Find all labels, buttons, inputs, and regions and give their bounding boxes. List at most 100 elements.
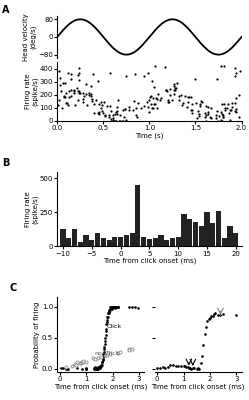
Point: [145, 99, 149, 106]
Point: [115, 110, 119, 117]
Point: [62, 92, 66, 99]
Y-axis label: Head velocity
(deg/s): Head velocity (deg/s): [23, 13, 37, 61]
Point: [170, 96, 174, 103]
Point: [187, 94, 191, 100]
Point: [165, 88, 169, 94]
Point: [102, 99, 106, 106]
X-axis label: Time (s): Time (s): [135, 132, 164, 139]
Point: [124, 117, 128, 123]
Point: [82, 93, 86, 100]
Point: [200, 98, 204, 105]
Point: [77, 90, 81, 96]
Point: [96, 78, 100, 84]
Point: [107, 114, 111, 120]
Point: [77, 70, 81, 77]
Point: [220, 110, 224, 117]
Point: [92, 100, 96, 107]
Point: [115, 104, 119, 110]
Y-axis label: Firing rate
(spike/s): Firing rate (spike/s): [25, 191, 38, 227]
Point: [131, 106, 135, 113]
Text: B: B: [2, 158, 9, 168]
Point: [77, 88, 81, 94]
Point: [164, 87, 168, 93]
Point: [220, 100, 224, 107]
Point: [223, 107, 227, 113]
Point: [123, 106, 127, 112]
Point: [152, 63, 156, 69]
Point: [57, 68, 61, 75]
Point: [234, 70, 238, 77]
Point: [121, 118, 125, 124]
Point: [63, 80, 67, 86]
Bar: [112, 237, 118, 246]
Point: [116, 96, 120, 103]
Bar: [66, 238, 71, 246]
Bar: [89, 240, 94, 246]
Point: [75, 85, 79, 91]
Point: [78, 90, 82, 97]
Point: [111, 117, 115, 123]
Point: [151, 104, 155, 111]
Point: [135, 114, 139, 120]
Point: [172, 80, 176, 87]
Point: [100, 102, 104, 108]
Text: A: A: [2, 5, 9, 15]
Bar: [107, 240, 112, 246]
Point: [226, 101, 230, 108]
Point: [149, 101, 153, 108]
Point: [81, 99, 85, 105]
Point: [195, 115, 199, 121]
Point: [65, 99, 69, 106]
Bar: [216, 211, 221, 246]
Point: [122, 114, 126, 120]
Point: [166, 98, 170, 105]
Bar: [210, 223, 215, 246]
Point: [97, 101, 101, 107]
Point: [219, 63, 223, 70]
Point: [164, 87, 168, 94]
Point: [175, 80, 179, 86]
Point: [203, 110, 207, 116]
Bar: [101, 238, 106, 246]
Point: [221, 112, 225, 118]
Point: [89, 90, 93, 97]
Point: [89, 93, 93, 99]
Point: [197, 111, 201, 117]
Point: [100, 108, 104, 114]
Bar: [204, 212, 210, 246]
Point: [228, 116, 232, 123]
Bar: [124, 236, 129, 246]
Point: [219, 109, 223, 116]
Point: [64, 100, 68, 106]
Point: [206, 111, 210, 117]
Point: [234, 95, 238, 101]
Point: [204, 102, 208, 109]
Point: [103, 112, 107, 118]
Point: [146, 108, 150, 115]
X-axis label: Time from click onset (ms): Time from click onset (ms): [54, 384, 147, 390]
Bar: [153, 238, 158, 246]
Point: [132, 98, 136, 104]
Point: [58, 82, 62, 88]
Point: [56, 102, 60, 108]
Point: [108, 70, 112, 76]
Bar: [222, 238, 227, 246]
Point: [233, 100, 237, 106]
Point: [173, 85, 177, 92]
Bar: [118, 237, 123, 246]
Point: [99, 105, 103, 111]
Point: [146, 104, 150, 111]
Bar: [227, 226, 233, 246]
Point: [76, 72, 80, 78]
Point: [180, 102, 184, 108]
Point: [151, 94, 155, 101]
Text: Click: Click: [107, 324, 122, 329]
Point: [163, 64, 167, 70]
Point: [97, 111, 101, 117]
Point: [150, 104, 154, 111]
Point: [168, 92, 172, 98]
Point: [111, 112, 115, 119]
Point: [69, 75, 73, 82]
Point: [118, 118, 122, 124]
Point: [91, 70, 95, 77]
